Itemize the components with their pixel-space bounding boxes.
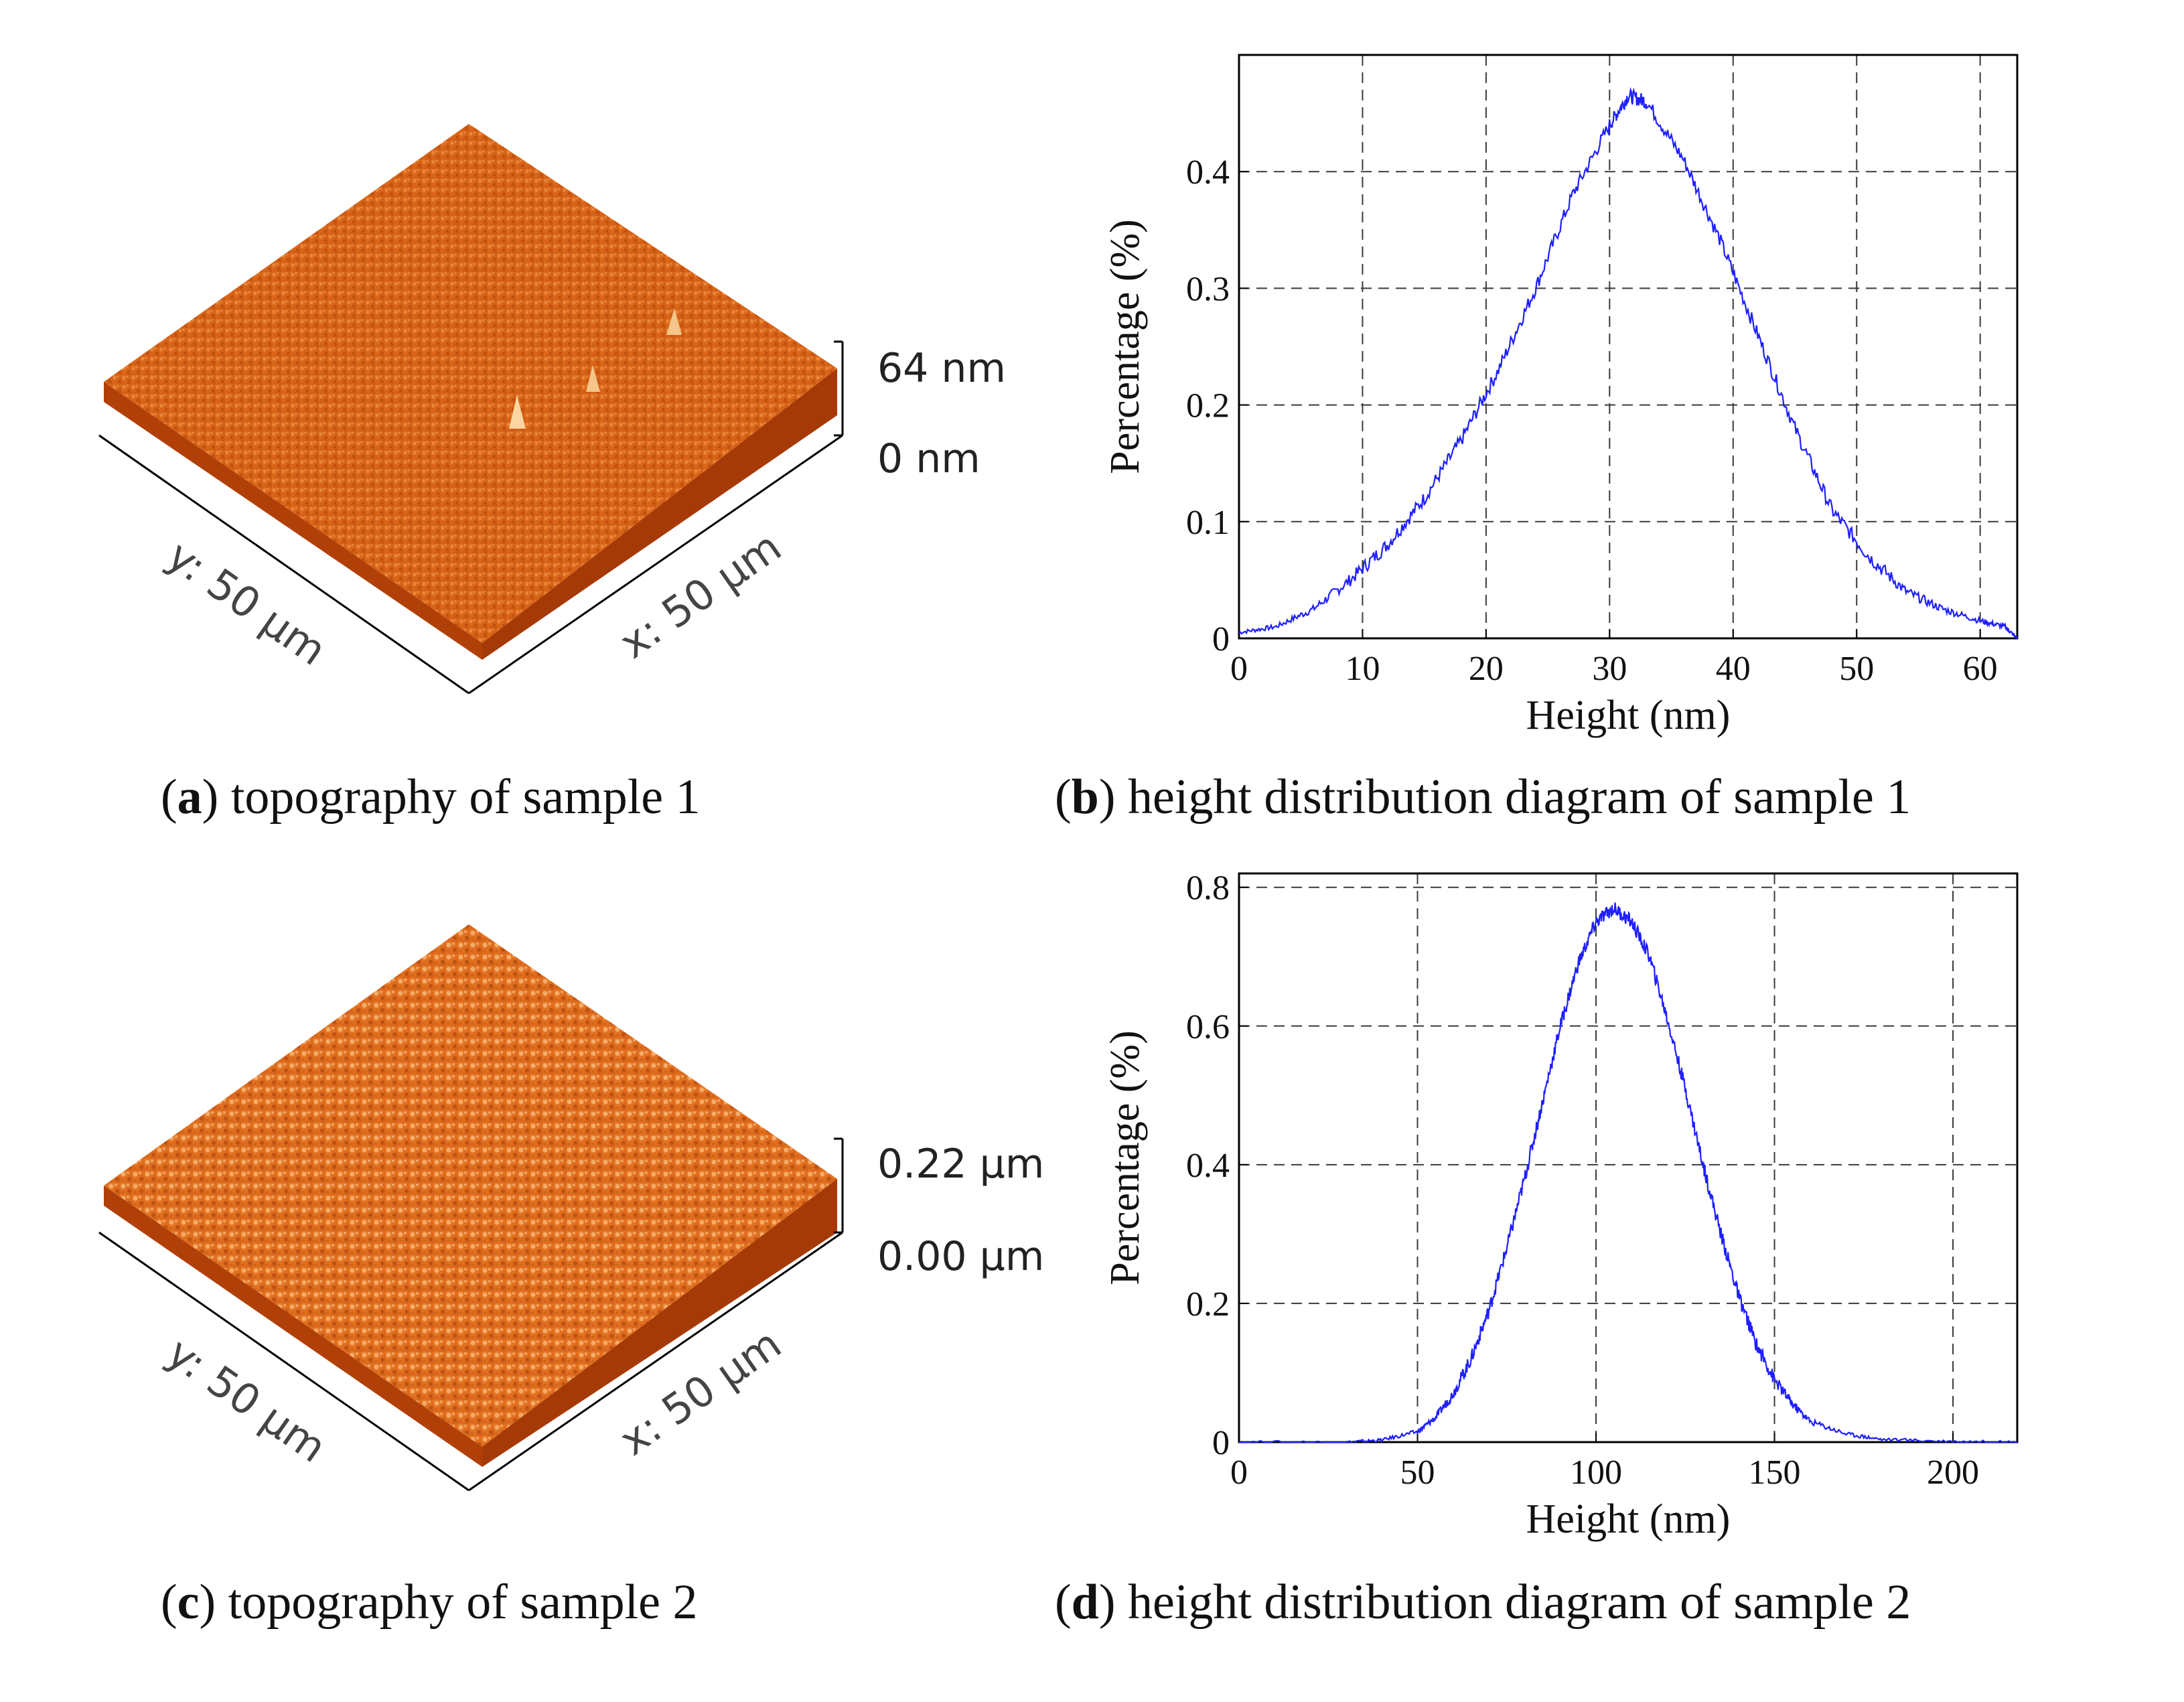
x-tick-label: 60 xyxy=(1963,650,1998,688)
caption-c-text: topography of sample 2 xyxy=(228,1575,698,1630)
x-tick-label: 150 xyxy=(1749,1453,1801,1492)
y-tick-label: 0.2 xyxy=(1186,387,1230,425)
y-tick-label: 0.4 xyxy=(1186,1147,1230,1185)
x-axis-title: Height (nm) xyxy=(1526,1496,1731,1542)
surface-left-edge-a xyxy=(104,382,482,660)
y-axis-title: Percentage (%) xyxy=(1102,219,1148,474)
height-distribution-chart-d: 0 50 100 150 200 0 0.2 0.4 0.6 0.8 Height (nm) Perc… xyxy=(1102,869,2019,1542)
y-tick-label: 0 xyxy=(1212,620,1230,658)
height-distribution-chart-b: 0 10 20 30 40 50 60 0 0.1 0.2 0.3 0.4 Height (nm) Per… xyxy=(1102,54,2019,738)
panel-a: 64 nm 0 nm y: 50 µm x: 50 µm xyxy=(0,0,1072,844)
x-tick-label: 0 xyxy=(1230,1453,1248,1492)
y-tick-label: 0 xyxy=(1212,1424,1230,1462)
axis-y-a xyxy=(98,434,469,695)
caption-a-text: topography of sample 1 xyxy=(230,770,701,825)
axis-x-a xyxy=(468,434,843,695)
topography-a-svg: 64 nm 0 nm y: 50 µm x: 50 µm xyxy=(98,124,1006,695)
scale-bottom-label-c: 0.00 µm xyxy=(877,1233,1044,1280)
surface-right-edge-a xyxy=(482,368,837,660)
panel-b: 0 10 20 30 40 50 60 0 0.1 0.2 0.3 0.4 Height (nm) Per… xyxy=(1072,0,2184,844)
panel-d: 0 50 100 150 200 0 0.2 0.4 0.6 0.8 Height (nm) Perc… xyxy=(1072,857,2184,1701)
peak-a-3 xyxy=(586,365,600,392)
caption-b-text: height distribution diagram of sample 1 xyxy=(1127,770,1911,825)
caption-d-text: height distribution diagram of sample 2 xyxy=(1127,1575,1911,1630)
x-tick-label: 10 xyxy=(1345,650,1380,688)
x-tick-label: 50 xyxy=(1839,650,1874,688)
caption-d-letter: d xyxy=(1071,1575,1099,1630)
plot-frame xyxy=(1238,54,2019,640)
x-tick-label: 40 xyxy=(1716,650,1751,688)
peak-a-2 xyxy=(666,308,682,335)
x-tick-label: 0 xyxy=(1230,650,1248,688)
x-axis-title: Height (nm) xyxy=(1526,693,1731,738)
scale-top-label-c: 0.22 µm xyxy=(877,1141,1044,1188)
y-tick-label: 0.6 xyxy=(1186,1008,1230,1046)
y-axis-title: Percentage (%) xyxy=(1102,1030,1148,1285)
caption-a: (a) topography of sample 1 xyxy=(161,770,701,825)
x-tick-label: 50 xyxy=(1400,1453,1435,1492)
caption-c: (c) topography of sample 2 xyxy=(161,1575,698,1630)
y-tick-label: 0.8 xyxy=(1186,869,1230,908)
caption-c-letter: c xyxy=(177,1575,200,1630)
caption-a-letter: a xyxy=(177,770,202,825)
caption-d: (d) height distribution diagram of sampl… xyxy=(1055,1575,1911,1630)
plot-frame xyxy=(1238,872,2019,1443)
surface-top-a xyxy=(104,124,837,643)
caption-b-letter: b xyxy=(1071,770,1099,825)
panel-c: 0.22 µm 0.00 µm y: 50 µm x: 50 µm xyxy=(0,857,1072,1701)
x-tick-label: 100 xyxy=(1570,1453,1622,1492)
y-tick-label: 0.2 xyxy=(1186,1285,1230,1324)
surface-right-edge-c xyxy=(482,1179,837,1467)
topography-c-svg: 0.22 µm 0.00 µm y: 50 µm x: 50 µm xyxy=(98,924,1044,1492)
axis-x-c xyxy=(468,1231,843,1492)
x-tick-label: 20 xyxy=(1469,650,1504,688)
caption-b: (b) height distribution diagram of sampl… xyxy=(1055,770,1911,825)
y-tick-label: 0.4 xyxy=(1186,153,1230,192)
x-tick-label: 200 xyxy=(1927,1453,1979,1492)
peak-a-1 xyxy=(509,395,526,429)
scale-bottom-label-a: 0 nm xyxy=(877,435,980,482)
series-line xyxy=(1238,86,2018,640)
y-axis-label-c: y: 50 µm xyxy=(158,1328,335,1472)
y-tick-label: 0.1 xyxy=(1186,504,1230,542)
series-line xyxy=(1239,902,2017,1443)
surface-top-c xyxy=(104,924,837,1447)
surface-left-edge-c xyxy=(104,1186,482,1467)
y-axis-label-a: y: 50 µm xyxy=(158,530,335,675)
x-tick-label: 30 xyxy=(1592,650,1627,688)
y-tick-label: 0.3 xyxy=(1186,270,1230,308)
scale-top-label-a: 64 nm xyxy=(877,345,1006,392)
axis-y-c xyxy=(98,1231,469,1492)
